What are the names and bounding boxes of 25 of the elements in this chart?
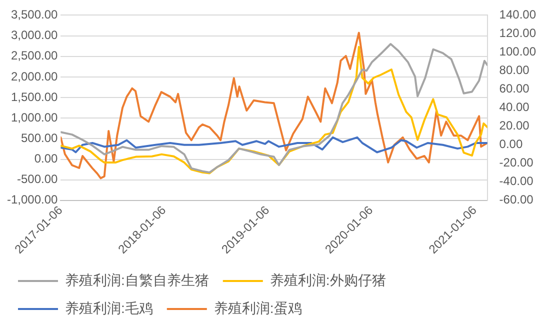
y2-tick-label: 80.00 [499,63,530,78]
y2-tick-label: 120.00 [499,26,536,40]
y-tick-label: 1,000.00 [10,110,58,124]
y2-tick-label: 40.00 [499,100,530,114]
legend-label: 养殖利润:蛋鸡 [214,300,302,316]
y-tick-label: 3,000.00 [10,28,58,42]
y2-tick-label: 0.00 [499,137,523,152]
legend-label: 养殖利润:毛鸡 [65,300,153,316]
y-tick-label: 0.00 [34,152,58,166]
y-tick-label: -1,000.00 [6,192,58,207]
y-tick-label: 2,500.00 [10,48,58,63]
y2-tick-label: -40.00 [499,174,534,188]
y2-tick-label: -20.00 [499,156,534,170]
legend-label: 养殖利润:外购仔猪 [270,272,386,288]
y2-tick-label: -60.00 [499,192,534,207]
y-tick-label: 3,500.00 [10,8,58,22]
y-tick-label: 2,000.00 [10,69,58,84]
y-tick-label: 500.00 [21,130,58,145]
legend-label: 养殖利润:自繁自养生猪 [65,272,209,288]
y2-tick-label: 20.00 [499,118,530,133]
y-tick-label: -500.00 [17,172,58,186]
y2-tick-label: 60.00 [499,82,530,96]
y-tick-label: 1,500.00 [10,90,58,104]
y2-tick-label: 100.00 [499,44,536,59]
y2-tick-label: 140.00 [499,8,536,22]
